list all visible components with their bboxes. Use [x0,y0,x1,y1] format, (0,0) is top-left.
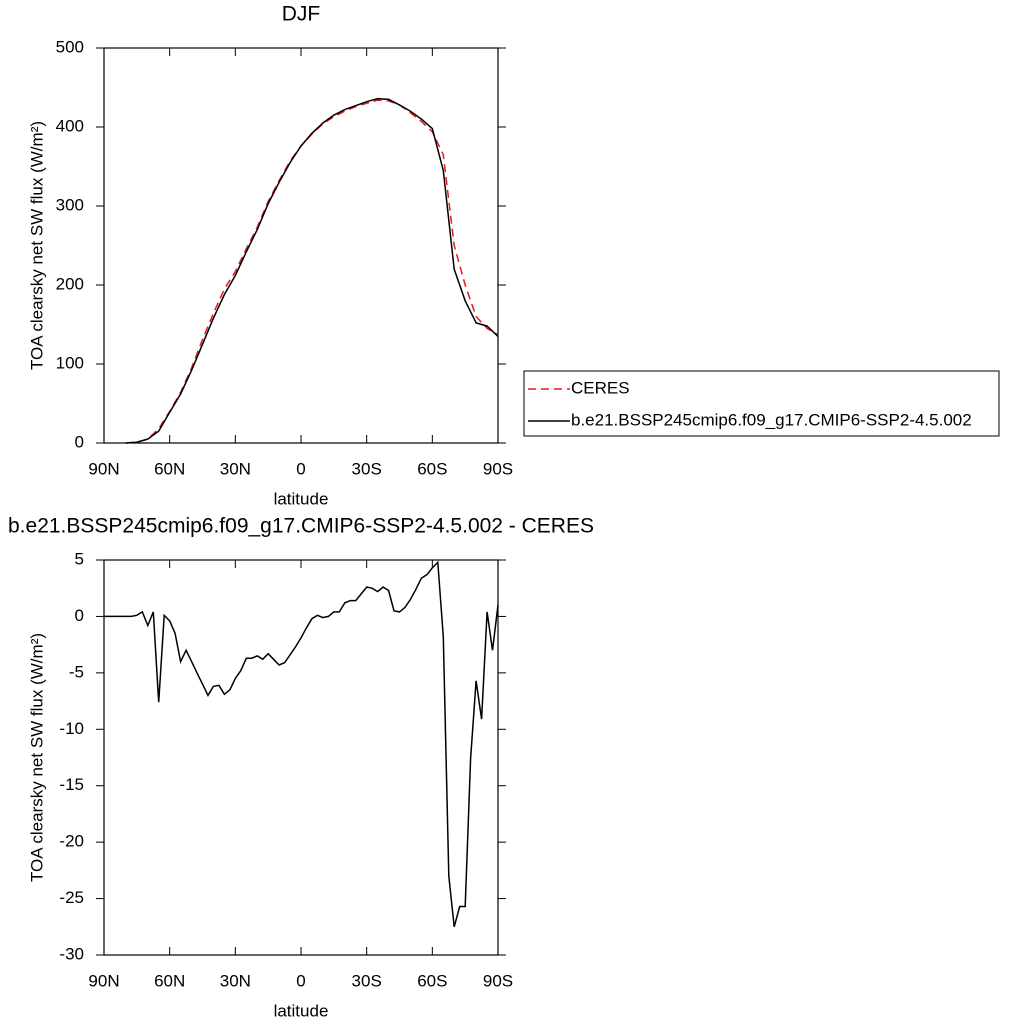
y-tick-label: 200 [56,274,84,293]
x-tick-label: 60N [154,971,185,990]
y-axis-label: TOA clearsky net SW flux (W/m²) [27,633,46,882]
chart-title: DJF [282,3,321,26]
y-tick-label: -10 [59,719,84,738]
y-axis-label: TOA clearsky net SW flux (W/m²) [27,121,46,370]
x-axis-label: latitude [274,1001,329,1020]
x-tick-label: 90S [483,459,513,478]
chart-title: b.e21.BSSP245cmip6.f09_g17.CMIP6-SSP2-4.… [8,515,594,538]
x-tick-label: 30N [220,971,251,990]
legend-label: b.e21.BSSP245cmip6.f09_g17.CMIP6-SSP2-4.… [571,410,972,429]
x-tick-label: 60S [417,971,447,990]
x-tick-label: 30N [220,459,251,478]
y-tick-label: 500 [56,37,84,56]
y-tick-label: -20 [59,832,84,851]
y-tick-label: -30 [59,944,84,963]
y-tick-label: 0 [75,432,84,451]
data-line [125,97,499,444]
plot-frame [103,47,499,444]
y-tick-label: -5 [69,662,84,681]
x-axis-label: latitude [274,489,329,508]
plot-frame [103,559,499,956]
x-tick-label: 30S [352,971,382,990]
x-tick-label: 90N [88,459,119,478]
x-tick-label: 0 [296,459,305,478]
x-tick-label: 60N [154,459,185,478]
y-tick-label: -15 [59,775,84,794]
legend-label: CERES [571,378,630,397]
y-tick-label: 300 [56,195,84,214]
x-tick-label: 90N [88,971,119,990]
data-line [104,560,499,927]
x-tick-label: 30S [352,459,382,478]
y-tick-label: 400 [56,116,84,135]
y-tick-label: 0 [75,606,84,625]
x-tick-label: 0 [296,971,305,990]
y-tick-label: 100 [56,353,84,372]
x-tick-label: 90S [483,971,513,990]
x-tick-label: 60S [417,459,447,478]
legend-box [523,370,1000,437]
y-tick-label: -25 [59,888,84,907]
y-tick-label: 5 [75,549,84,568]
